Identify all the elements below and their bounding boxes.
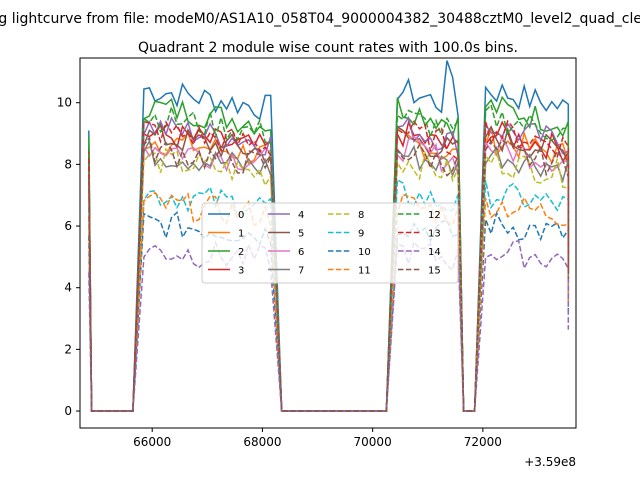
axes-frame	[79, 57, 577, 429]
series-line-5	[88, 123, 570, 412]
series-line-0	[88, 60, 570, 412]
x-offset-label: +3.59e8	[524, 455, 576, 469]
series-line-4	[88, 115, 570, 412]
legend-label-0: 0	[238, 210, 244, 221]
y-tick-label: 4	[64, 281, 72, 295]
series-line-7	[88, 138, 570, 412]
series-line-12	[88, 103, 570, 412]
y-tick-label: 6	[64, 219, 72, 233]
legend-label-3: 3	[238, 266, 244, 277]
y-tick-label: 2	[64, 342, 72, 356]
y-tick-label: 0	[64, 404, 72, 418]
series-line-2	[88, 95, 570, 412]
legend-label-5: 5	[298, 229, 304, 240]
legend-label-4: 4	[298, 210, 304, 221]
series-line-3	[88, 119, 570, 412]
x-tick-label: 70000	[354, 435, 392, 449]
x-tick-label: 68000	[243, 435, 281, 449]
y-tick-label: 10	[57, 96, 72, 110]
legend-label-15: 15	[428, 266, 441, 277]
legend-label-9: 9	[358, 229, 364, 240]
legend-label-10: 10	[358, 247, 371, 258]
legend-label-2: 2	[238, 247, 244, 258]
x-tick-label: 66000	[133, 435, 171, 449]
series-line-13	[88, 119, 570, 412]
figure-suptitle: Plotting lightcurve from file: modeM0/AS…	[0, 11, 640, 27]
legend-label-6: 6	[298, 247, 304, 258]
legend-label-8: 8	[358, 210, 364, 221]
series-line-15	[88, 135, 570, 412]
legend-label-1: 1	[238, 229, 244, 240]
y-tick-label: 8	[64, 157, 72, 171]
legend-box	[201, 202, 459, 284]
x-tick-label: 72000	[464, 435, 502, 449]
chart-title: Quadrant 2 module wise count rates with …	[138, 40, 518, 56]
legend-label-7: 7	[298, 266, 304, 277]
legend-label-14: 14	[428, 247, 441, 258]
legend-label-13: 13	[428, 229, 441, 240]
legend-label-11: 11	[358, 266, 371, 277]
legend-label-12: 12	[428, 210, 441, 221]
series-line-9	[88, 178, 570, 412]
series-line-11	[88, 191, 570, 412]
series-line-8	[88, 147, 570, 412]
